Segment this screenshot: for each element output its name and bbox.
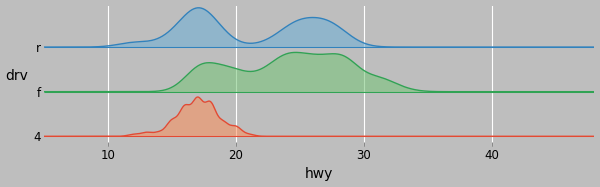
Y-axis label: drv: drv [5,69,28,83]
X-axis label: hwy: hwy [305,167,334,181]
